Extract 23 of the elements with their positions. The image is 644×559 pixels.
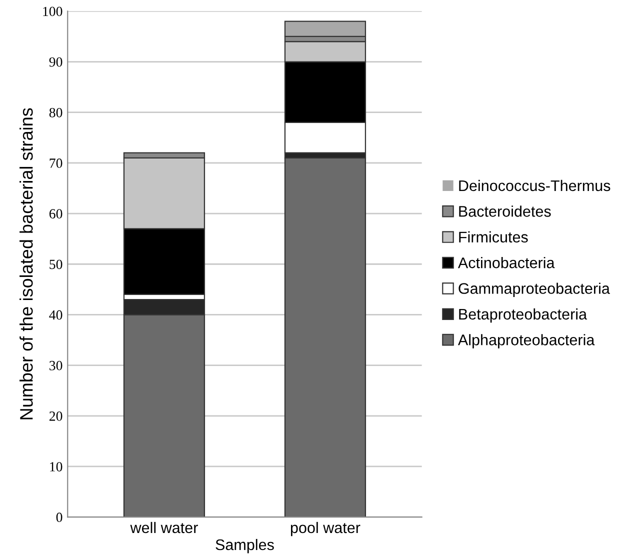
y-tick-label: 10 <box>50 462 62 472</box>
legend-label: Betaproteobacteria <box>459 308 588 323</box>
legend-label: Deinococcus-Thermus <box>459 180 610 192</box>
x-axis-title: Samples <box>216 538 274 554</box>
y-tick-label: 90 <box>49 57 62 67</box>
y-tick-label: 50 <box>50 260 62 270</box>
y-tick-label: 30 <box>50 360 62 370</box>
y-tick-label: 100 <box>43 6 62 16</box>
y-tick-label: 20 <box>49 411 62 421</box>
legend-label: Bacteroidetes <box>459 206 551 217</box>
y-tick-label: 40 <box>49 310 62 320</box>
y-tick-label: 70 <box>50 158 62 168</box>
y-tick-label: 80 <box>49 108 62 118</box>
bar <box>284 157 366 518</box>
y-tick-label: 60 <box>49 209 62 218</box>
x-tick-label: pool water <box>290 522 360 536</box>
legend-label: Actinobacteria <box>458 257 555 268</box>
y-axis-title: Number of the isolated bacterial strains <box>20 108 33 420</box>
legend-label: Gammaproteobacteria <box>458 282 610 297</box>
legend-label: Firmicutes <box>459 231 528 243</box>
legend-label: Alphaproteobacteria <box>458 334 595 348</box>
x-tick-label: well water <box>130 522 198 534</box>
y-tick-label: 0 <box>56 512 62 522</box>
